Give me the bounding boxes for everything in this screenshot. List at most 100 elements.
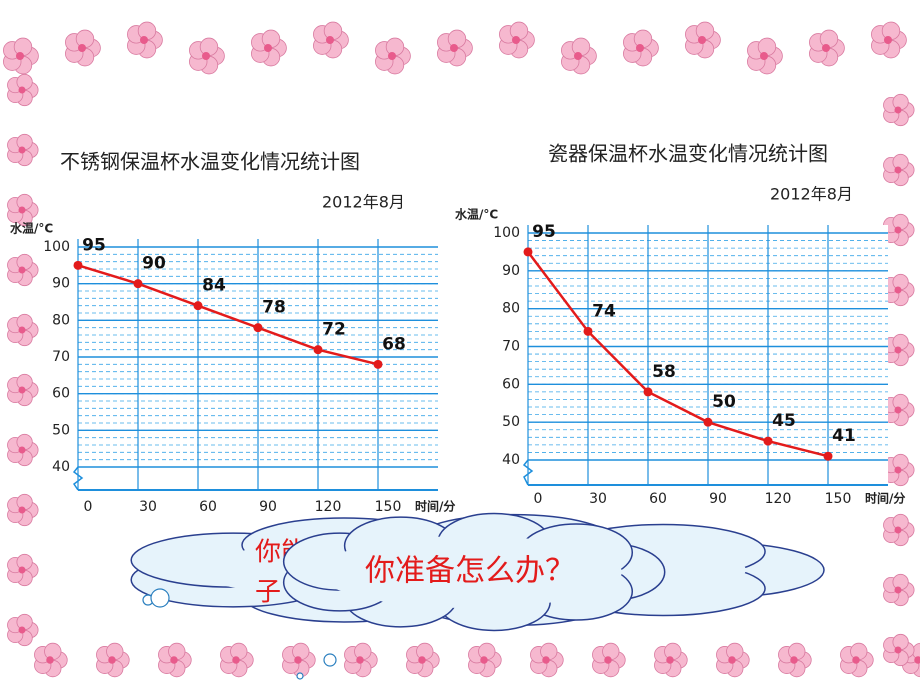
x-tick-label: 30 — [589, 491, 607, 507]
flower-center — [18, 206, 26, 214]
thought-bubble — [323, 653, 337, 667]
point — [133, 279, 143, 289]
data-label: 50 — [712, 392, 736, 412]
y-tick-label: 50 — [52, 422, 70, 438]
thought-bubble — [296, 672, 304, 680]
data-label: 95 — [82, 235, 106, 255]
petal — [571, 37, 591, 57]
x-tick-label: 90 — [709, 491, 727, 507]
data-label: 74 — [592, 301, 616, 321]
petal — [819, 29, 839, 49]
petal — [261, 29, 281, 49]
y-tick-label: 70 — [52, 349, 70, 365]
flower-center — [542, 656, 550, 664]
petal — [757, 37, 777, 57]
flower-center — [914, 656, 920, 664]
flower-center — [418, 656, 426, 664]
petal — [385, 37, 405, 57]
callout-text: 你准备怎么办？ — [365, 554, 575, 589]
y-axis-label: 水温/°C — [10, 221, 53, 236]
data-label: 45 — [772, 411, 796, 431]
y-tick-label: 80 — [502, 301, 520, 317]
flower-center — [326, 36, 334, 44]
flower-center — [18, 326, 26, 334]
flower-center — [894, 226, 902, 234]
x-axis-label: 时间/分 — [865, 491, 905, 506]
flower-center — [78, 44, 86, 52]
flower-center — [790, 656, 798, 664]
flower-center — [604, 656, 612, 664]
petal — [892, 273, 909, 291]
point — [373, 359, 383, 369]
y-tick-label: 60 — [502, 376, 520, 392]
petal — [16, 493, 33, 511]
flower-center — [46, 656, 54, 664]
data-label: 68 — [382, 334, 406, 354]
petal — [16, 73, 33, 91]
point — [73, 260, 83, 270]
flower-center — [16, 52, 24, 60]
petal — [509, 21, 529, 41]
point — [643, 387, 653, 397]
petal — [892, 573, 909, 591]
y-tick-label: 90 — [502, 263, 520, 279]
flower-center — [18, 146, 26, 154]
flower-center — [894, 466, 902, 474]
flower-center — [512, 36, 520, 44]
data-label: 78 — [262, 298, 286, 318]
petal — [892, 513, 909, 531]
petal — [850, 642, 868, 661]
petal — [16, 313, 33, 331]
y-tick-label: 100 — [493, 225, 520, 241]
petal — [892, 453, 909, 471]
flower-center — [18, 386, 26, 394]
flower-center — [18, 506, 26, 514]
flower-center — [894, 526, 902, 534]
x-tick-label: 0 — [84, 499, 93, 515]
petal — [892, 213, 909, 231]
flower-center — [18, 266, 26, 274]
chart-subtitle: 2012年8月 — [770, 185, 853, 204]
point — [523, 247, 533, 257]
petal — [75, 29, 95, 49]
x-tick-label: 150 — [825, 491, 852, 507]
petal — [881, 21, 901, 41]
flower-border — [3, 21, 920, 678]
petal — [540, 642, 558, 661]
petal — [44, 642, 62, 661]
flower-center — [18, 446, 26, 454]
flower-center — [264, 44, 272, 52]
flower-center — [698, 36, 706, 44]
y-tick-label: 100 — [43, 239, 70, 255]
flower-center — [894, 346, 902, 354]
y-tick-label: 40 — [502, 452, 520, 468]
line — [527, 251, 829, 458]
data-label: 84 — [202, 276, 226, 296]
petal — [168, 642, 186, 661]
flower-center — [18, 626, 26, 634]
chart-subtitle: 2012年8月 — [322, 193, 405, 212]
front-cloud — [282, 512, 666, 632]
y-tick-label: 90 — [52, 276, 70, 292]
flower-center — [574, 52, 582, 60]
chart-title: 不锈钢保温杯水温变化情况统计图 — [60, 150, 360, 174]
point — [703, 417, 713, 427]
petal — [16, 373, 33, 391]
flower-center — [170, 656, 178, 664]
petal — [16, 253, 33, 271]
flower-center — [666, 656, 674, 664]
flower-center — [894, 106, 902, 114]
flower-center — [18, 86, 26, 94]
petal — [16, 193, 33, 211]
petal — [892, 93, 909, 111]
petal — [13, 37, 33, 57]
petal — [230, 642, 248, 661]
petal — [726, 642, 744, 661]
axis-break — [522, 459, 534, 486]
petal — [199, 37, 219, 57]
y-axis-label: 水温/°C — [455, 207, 498, 222]
flower-center — [760, 52, 768, 60]
point — [253, 323, 263, 333]
point — [583, 326, 593, 336]
